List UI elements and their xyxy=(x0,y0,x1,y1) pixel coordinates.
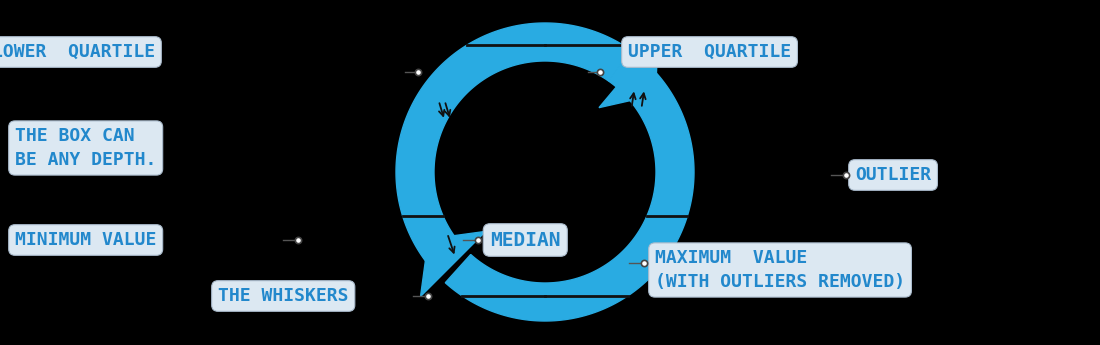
Text: UPPER  QUARTILE: UPPER QUARTILE xyxy=(628,43,791,61)
Polygon shape xyxy=(396,23,630,268)
Polygon shape xyxy=(600,37,658,108)
Text: MINIMUM VALUE: MINIMUM VALUE xyxy=(15,231,156,249)
Text: OUTLIER: OUTLIER xyxy=(855,166,931,184)
Polygon shape xyxy=(420,231,485,296)
Polygon shape xyxy=(446,50,694,321)
Text: MEDIAN: MEDIAN xyxy=(490,230,561,249)
Text: THE BOX CAN
BE ANY DEPTH.: THE BOX CAN BE ANY DEPTH. xyxy=(15,127,156,169)
Text: MAXIMUM  VALUE
(WITH OUTLIERS REMOVED): MAXIMUM VALUE (WITH OUTLIERS REMOVED) xyxy=(654,249,905,291)
Text: THE WHISKERS: THE WHISKERS xyxy=(218,287,349,305)
Text: LOWER  QUARTILE: LOWER QUARTILE xyxy=(0,43,155,61)
